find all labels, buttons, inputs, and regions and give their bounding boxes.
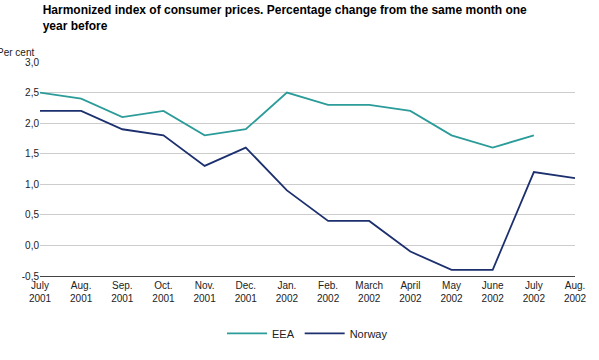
svg-text:Aug.2002: Aug.2002 [564,280,587,304]
svg-text:April2002: April2002 [399,280,422,304]
svg-text:March2002: March2002 [355,280,383,304]
svg-text:Oct.2001: Oct.2001 [152,280,175,304]
svg-text:Dec.2001: Dec.2001 [235,280,258,304]
svg-text:2,0: 2,0 [25,118,39,129]
svg-text:3,0: 3,0 [25,57,39,68]
svg-text:Norway: Norway [350,328,388,340]
svg-text:0,5: 0,5 [25,209,39,220]
svg-text:-0,5: -0,5 [22,271,40,282]
svg-text:July2001: July2001 [29,280,52,304]
svg-text:Feb.2002: Feb.2002 [317,280,340,304]
svg-text:Sep.2001: Sep.2001 [111,280,134,304]
svg-text:Harmonized index of consumer p: Harmonized index of consumer prices. Per… [43,3,527,33]
svg-text:EEA: EEA [272,328,295,340]
svg-text:July2002: July2002 [523,280,546,304]
svg-text:1,5: 1,5 [25,148,39,159]
svg-text:June2002: June2002 [482,280,505,304]
svg-text:May2002: May2002 [440,280,463,304]
svg-text:0,0: 0,0 [25,240,39,251]
svg-text:Jan.2002: Jan.2002 [276,280,299,304]
svg-text:1,0: 1,0 [25,179,39,190]
svg-text:Nov.2001: Nov.2001 [193,280,216,304]
svg-text:Per cent: Per cent [0,47,34,58]
svg-text:Aug.2001: Aug.2001 [70,280,93,304]
svg-text:2,5: 2,5 [25,87,39,98]
